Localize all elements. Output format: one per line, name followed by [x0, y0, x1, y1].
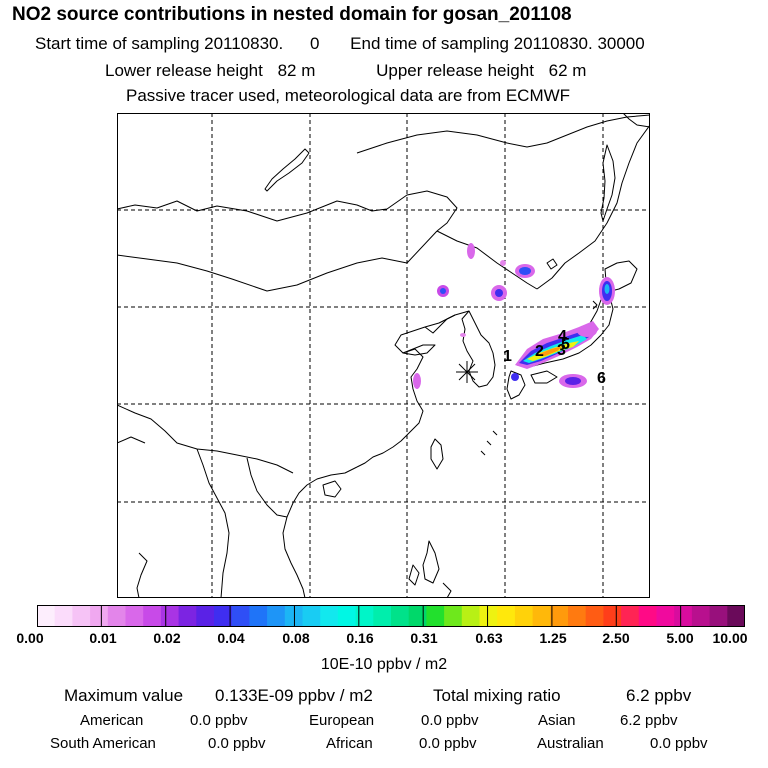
colorbar-cell	[568, 605, 587, 627]
colorbar-cell	[621, 605, 640, 627]
source-label-4: 4	[558, 328, 567, 345]
lower-height-label: Lower release height	[105, 61, 263, 80]
colorbar-cell	[709, 605, 728, 627]
region-australian-value: 0.0 ppbv	[650, 735, 708, 752]
colorbar-cell	[444, 605, 463, 627]
colorbar-cell	[90, 605, 109, 627]
colorbar-cell	[125, 605, 144, 627]
colorbar-cell	[37, 605, 56, 627]
region-african-value: 0.0 ppbv	[419, 735, 477, 752]
source-label-3: 3	[557, 342, 566, 359]
sampling-time-line: Start time of sampling 20110830. 0 End t…	[35, 34, 645, 54]
colorbar-cell	[160, 605, 180, 627]
colorbar-cell	[196, 605, 215, 627]
concentration-plume	[413, 243, 615, 389]
colorbar-cell	[320, 605, 339, 627]
release-height-line: Lower release height 82 m Upper release …	[105, 61, 586, 81]
upper-height-value: 62 m	[548, 61, 587, 80]
colorbar-cell	[426, 605, 445, 627]
colorbar-tick-2: 0.02	[153, 630, 181, 646]
colorbar	[37, 605, 745, 627]
upper-height-label: Upper release height	[376, 61, 534, 80]
colorbar-cell	[178, 605, 197, 627]
region-european-value: 0.0 ppbv	[421, 712, 479, 729]
map-grid	[117, 113, 650, 598]
region-south-american-name: South American	[50, 735, 156, 752]
colorbar-cell	[514, 605, 534, 627]
start-time-value: 0	[309, 34, 320, 53]
colorbar-cell	[302, 605, 321, 627]
colorbar-cell	[479, 605, 498, 627]
colorbar-cell	[691, 605, 711, 627]
colorbar-cell	[107, 605, 127, 627]
coastlines	[117, 113, 650, 598]
colorbar-cell	[674, 605, 693, 627]
colorbar-cell	[284, 605, 304, 627]
plot-title: NO2 source contributions in nested domai…	[12, 4, 572, 25]
colorbar-tick-0: 0.00	[16, 630, 44, 646]
source-label-2: 2	[535, 343, 544, 360]
receptor-star-marker	[456, 361, 478, 383]
colorbar-cell	[337, 605, 357, 627]
colorbar-cell	[603, 605, 622, 627]
colorbar-tick-3: 0.04	[217, 630, 245, 646]
region-asian-name: Asian	[538, 712, 576, 729]
colorbar-tick-5: 0.16	[346, 630, 374, 646]
source-label-6: 6	[597, 370, 606, 387]
colorbar-cell	[550, 605, 569, 627]
colorbar-cell	[532, 605, 551, 627]
colorbar-tick-7: 0.63	[475, 630, 503, 646]
colorbar-cell	[143, 605, 162, 627]
colorbar-cell	[461, 605, 481, 627]
region-european-name: European	[309, 712, 375, 729]
colorbar-tick-10: 5.00	[666, 630, 694, 646]
colorbar-cell	[54, 605, 73, 627]
tracer-note: Passive tracer used, meteorological data…	[126, 86, 571, 105]
colorbar-unit: 10E-10 ppbv / m2	[320, 656, 448, 673]
max-value-label: Maximum value	[64, 686, 184, 705]
source-label-1: 1	[503, 348, 512, 365]
colorbar-cell	[391, 605, 410, 627]
colorbar-tick-1: 0.01	[89, 630, 117, 646]
colorbar-tick-4: 0.08	[282, 630, 310, 646]
colorbar-cell	[638, 605, 658, 627]
region-american-name: American	[80, 712, 144, 729]
region-african-name: African	[326, 735, 373, 752]
region-asian-value: 6.2 ppbv	[620, 712, 678, 729]
max-value: 0.133E-09 ppbv / m2	[215, 686, 373, 705]
start-time-label: Start time of sampling 20110830.	[35, 34, 284, 53]
colorbar-tick-6: 0.31	[410, 630, 438, 646]
total-mixing-label: Total mixing ratio	[433, 686, 561, 705]
map-panel: 1 2 3 4 5 6	[117, 113, 650, 598]
total-mixing-value: 6.2 ppbv	[626, 686, 692, 705]
region-american-value: 0.0 ppbv	[190, 712, 248, 729]
lower-height-value: 82 m	[277, 61, 316, 80]
colorbar-cell	[72, 605, 91, 627]
region-australian-name: Australian	[537, 735, 604, 752]
colorbar-cell	[249, 605, 268, 627]
colorbar-cell	[408, 605, 427, 627]
colorbar-tick-8: 1.25	[539, 630, 567, 646]
colorbar-tick-11: 10.00	[712, 630, 748, 646]
colorbar-cell	[231, 605, 250, 627]
colorbar-cell	[373, 605, 392, 627]
colorbar-cell	[267, 605, 286, 627]
colorbar-cell	[355, 605, 374, 627]
colorbar-cell	[497, 605, 516, 627]
colorbar-tick-9: 2.50	[602, 630, 630, 646]
source-label-5: 5	[561, 336, 570, 353]
colorbar-cell	[585, 605, 604, 627]
end-time-label: End time of sampling 20110830. 30000	[350, 34, 645, 53]
colorbar-cell	[214, 605, 233, 627]
colorbar-cell	[727, 605, 745, 627]
region-south-american-value: 0.0 ppbv	[208, 735, 266, 752]
colorbar-cell	[656, 605, 675, 627]
